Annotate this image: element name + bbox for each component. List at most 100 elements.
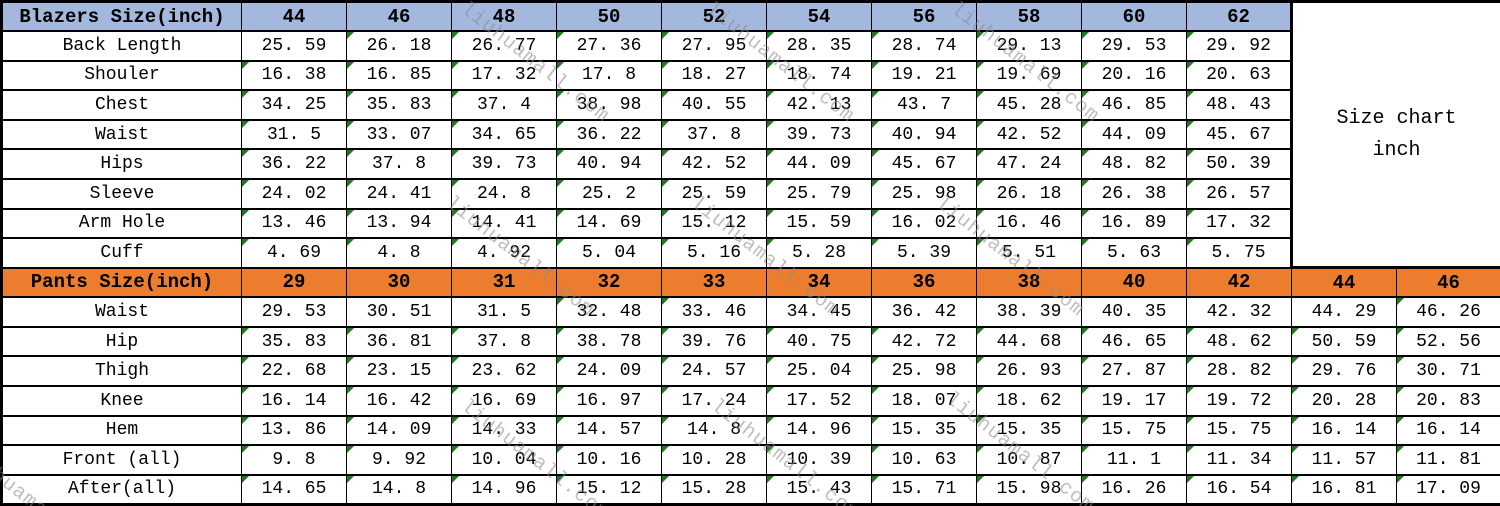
value-cell: 5. 04 <box>556 237 662 269</box>
value-text: 15. 28 <box>681 479 747 500</box>
value-text: 30. 51 <box>366 302 432 323</box>
green-corner-flag-icon <box>1082 61 1089 69</box>
size-header-cell: 48 <box>451 0 557 33</box>
value-text: 10. 63 <box>891 449 957 470</box>
measure-row: Knee 16. 14 16. 42 16. 69 16. 97 17. 24 17. 52… <box>1 385 1500 417</box>
row-label-cell: Arm Hole <box>1 207 242 240</box>
size-header-cell: 36 <box>871 266 977 299</box>
value-cell: 34. 65 <box>451 118 557 151</box>
row-label-cell: Back Length <box>1 30 242 62</box>
value-text: 19. 72 <box>1206 390 1272 411</box>
size-header-cell: 50 <box>556 0 662 33</box>
value-text: 18. 74 <box>786 65 852 86</box>
value-cell: 9. 92 <box>346 444 452 476</box>
green-corner-flag-icon <box>1187 387 1194 395</box>
green-corner-flag-icon <box>977 357 984 365</box>
green-corner-flag-icon <box>1397 475 1404 483</box>
green-corner-flag-icon <box>662 120 669 128</box>
green-corner-flag-icon <box>1187 416 1194 424</box>
green-corner-flag-icon <box>977 387 984 395</box>
value-cell: 30. 51 <box>346 296 452 328</box>
value-cell: 30. 71 <box>1396 355 1500 388</box>
green-corner-flag-icon <box>347 61 354 69</box>
green-corner-flag-icon <box>557 387 564 395</box>
measure-row: Sleeve 24. 02 24. 41 24. 8 25. 2 25. 59 25. 79… <box>1 177 1500 210</box>
value-text: 13. 94 <box>366 213 432 234</box>
value-cell: 10. 63 <box>871 444 977 476</box>
value-cell: 16. 54 <box>1186 473 1292 506</box>
green-corner-flag-icon <box>662 239 669 247</box>
green-corner-flag-icon <box>1292 327 1299 335</box>
value-text: 46. 65 <box>1101 331 1167 352</box>
value-cell: 16. 97 <box>556 385 662 417</box>
value-cell: 14. 96 <box>766 414 872 447</box>
value-cell: 15. 35 <box>976 414 1082 447</box>
value-text: 26. 77 <box>471 35 537 56</box>
value-text: 46. 26 <box>1416 302 1481 323</box>
green-corner-flag-icon <box>1397 357 1404 365</box>
value-text: 34. 25 <box>261 95 327 116</box>
value-text: 23. 62 <box>471 361 537 382</box>
value-text: 28. 74 <box>891 35 957 56</box>
value-cell: 25. 79 <box>766 177 872 210</box>
green-corner-flag-icon <box>767 150 774 158</box>
value-cell: 42. 13 <box>766 89 872 121</box>
value-cell: 50. 39 <box>1186 148 1292 180</box>
size-header-cell: 31 <box>451 266 557 299</box>
value-text: 40. 35 <box>1101 302 1167 323</box>
value-cell: 16. 38 <box>241 59 347 92</box>
value-text: 29. 76 <box>1311 361 1377 382</box>
value-text: 15. 75 <box>1101 420 1167 441</box>
green-corner-flag-icon <box>662 91 669 99</box>
value-cell: 42. 72 <box>871 325 977 358</box>
green-corner-flag-icon <box>347 120 354 128</box>
value-cell: 15. 43 <box>766 473 872 506</box>
green-corner-flag-icon <box>1082 327 1089 335</box>
value-text: 16. 54 <box>1206 479 1272 500</box>
green-corner-flag-icon <box>872 91 879 99</box>
green-corner-flag-icon <box>1292 475 1299 483</box>
value-cell: 42. 32 <box>1186 296 1292 328</box>
value-cell: 22. 68 <box>241 355 347 388</box>
value-cell: 46. 26 <box>1396 296 1500 328</box>
value-cell: 48. 62 <box>1186 325 1292 358</box>
green-corner-flag-icon <box>1082 150 1089 158</box>
green-corner-flag-icon <box>977 32 984 40</box>
size-header-cell: 40 <box>1081 266 1187 299</box>
value-cell: 20. 16 <box>1081 59 1187 92</box>
value-cell: 10. 87 <box>976 444 1082 476</box>
green-corner-flag-icon <box>1082 387 1089 395</box>
green-corner-flag-icon <box>872 416 879 424</box>
value-text: 32. 48 <box>576 302 642 323</box>
value-text: 34. 65 <box>471 124 537 145</box>
value-text: 25. 04 <box>786 361 852 382</box>
value-cell: 25. 2 <box>556 177 662 210</box>
value-cell: 4. 69 <box>241 237 347 269</box>
value-cell: 9. 8 <box>241 444 347 476</box>
green-corner-flag-icon <box>767 32 774 40</box>
green-corner-flag-icon <box>977 120 984 128</box>
size-header-cell: 38 <box>976 266 1082 299</box>
green-corner-flag-icon <box>977 239 984 247</box>
value-cell: 11. 57 <box>1291 444 1397 476</box>
green-corner-flag-icon <box>1082 91 1089 99</box>
value-cell: 44. 68 <box>976 325 1082 358</box>
value-text: 47. 24 <box>996 154 1062 175</box>
green-corner-flag-icon <box>557 209 564 217</box>
value-cell: 33. 46 <box>661 296 767 328</box>
value-text: 14. 65 <box>261 479 327 500</box>
value-cell: 48. 82 <box>1081 148 1187 180</box>
green-corner-flag-icon <box>767 209 774 217</box>
value-cell: 19. 17 <box>1081 385 1187 417</box>
value-cell: 5. 28 <box>766 237 872 269</box>
green-corner-flag-icon <box>977 327 984 335</box>
green-corner-flag-icon <box>977 475 984 483</box>
value-cell: 18. 62 <box>976 385 1082 417</box>
value-cell: 47. 24 <box>976 148 1082 180</box>
green-corner-flag-icon <box>1082 446 1089 454</box>
green-corner-flag-icon <box>977 446 984 454</box>
value-cell: 16. 14 <box>241 385 347 417</box>
value-cell: 52. 56 <box>1396 325 1500 358</box>
value-cell: 39. 76 <box>661 325 767 358</box>
